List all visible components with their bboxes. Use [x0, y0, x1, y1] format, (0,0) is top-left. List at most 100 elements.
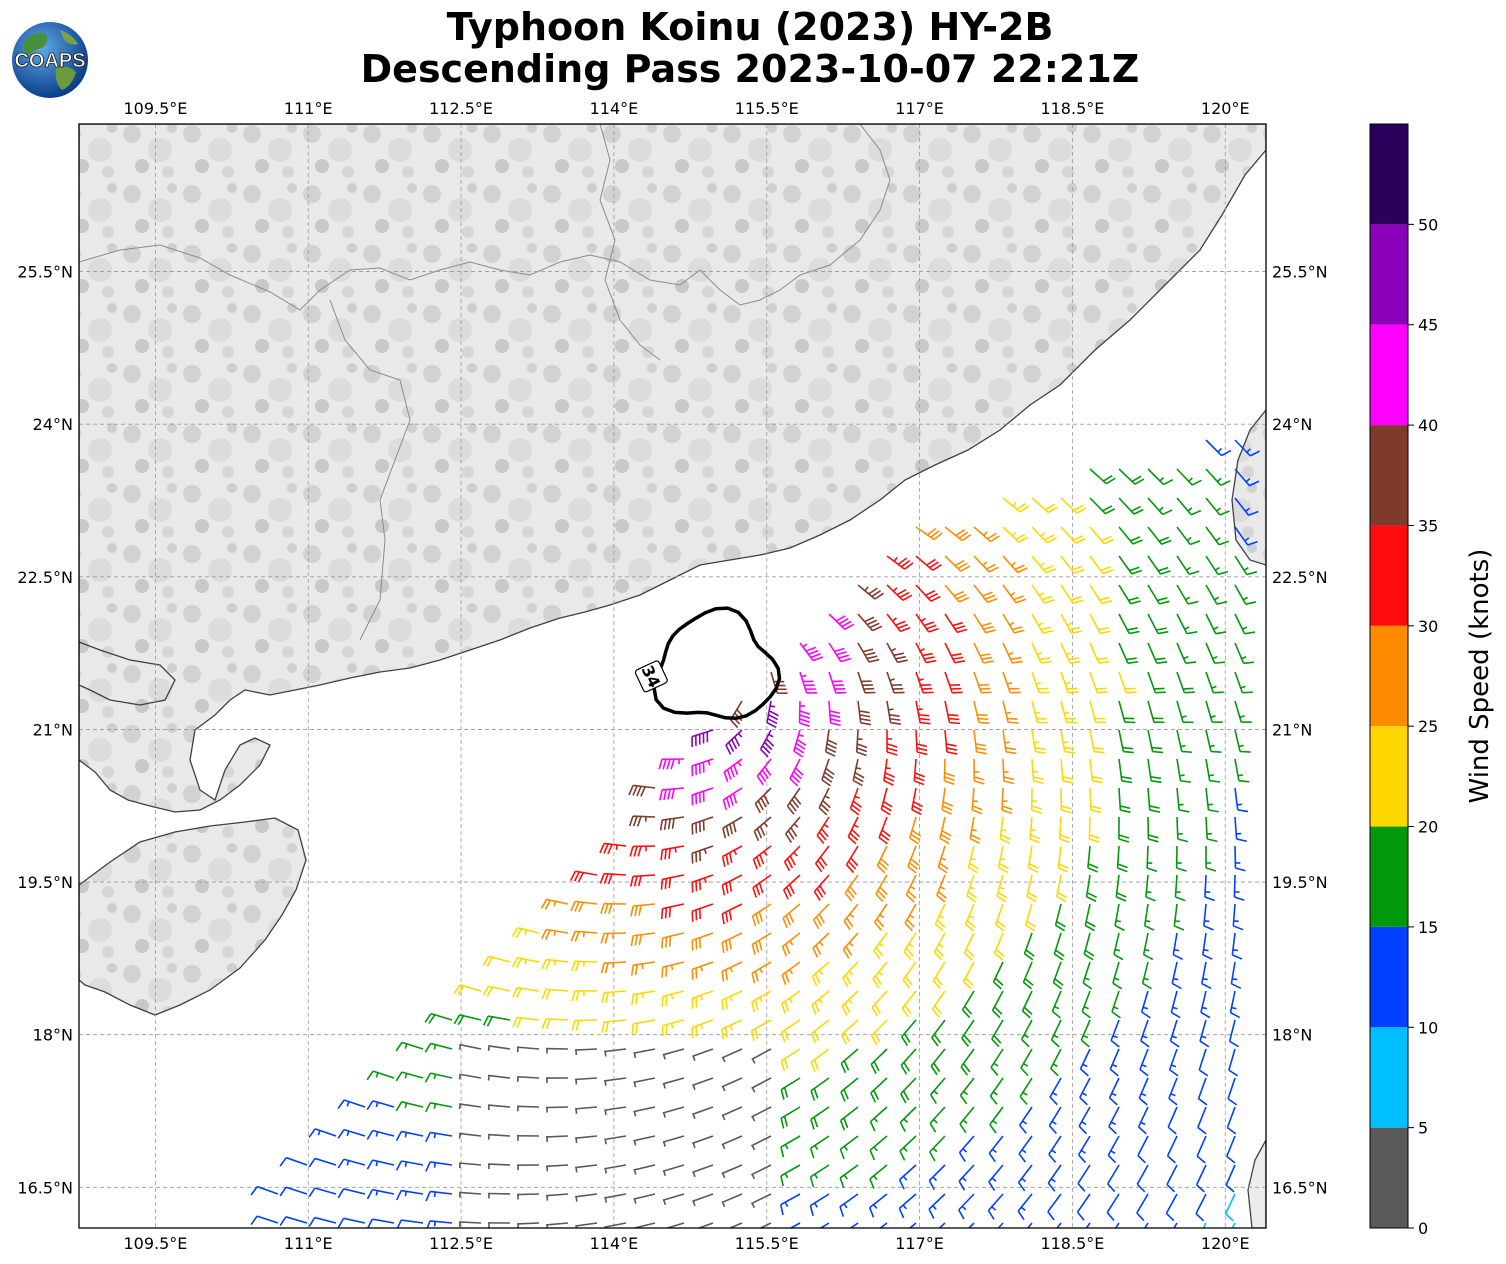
wind-barb-feather [907, 890, 917, 899]
wind-barb-feather [994, 952, 1004, 961]
wind-barb-feather [1001, 809, 1013, 815]
wind-barb-shaft [546, 1193, 569, 1197]
wind-barb-shaft [401, 1219, 424, 1224]
wind-barb [915, 642, 937, 664]
wind-barb-feather [1059, 834, 1071, 840]
wind-barb [424, 1131, 453, 1143]
wind-barb-shaft [1225, 1164, 1236, 1186]
wind-barb-shaft [604, 1164, 627, 1170]
wind-barb-feather [990, 1066, 999, 1076]
wind-barb [664, 1222, 685, 1228]
wind-barb [366, 1188, 395, 1200]
wind-barb-feather [1068, 691, 1079, 694]
wind-barb-half-feather [1140, 1121, 1146, 1126]
wind-barb-half-feather [1187, 507, 1193, 512]
wind-barb-half-feather [849, 913, 855, 918]
wind-barb-feather [780, 1060, 786, 1072]
wind-barb-shaft [1056, 1222, 1062, 1228]
wind-barb [915, 700, 931, 725]
wind-barb-half-feather [751, 1202, 756, 1209]
wind-barb [571, 1019, 598, 1031]
wind-barb [692, 1106, 714, 1120]
wind-barb-feather [794, 767, 804, 776]
wind-barb-half-feather [458, 1074, 462, 1080]
wind-barb-feather [907, 865, 917, 874]
wind-barb-feather [1149, 809, 1161, 813]
wind-barb [936, 874, 947, 903]
wind-barb-half-feather [1144, 948, 1150, 952]
wind-barb-feather [1085, 920, 1096, 928]
wind-barb [793, 729, 807, 758]
wind-barb-half-feather [663, 1141, 666, 1147]
wind-barb-feather [1149, 805, 1160, 809]
wind-barb-feather [337, 1158, 345, 1169]
wind-barb-feather [781, 946, 788, 957]
wind-barb-half-feather [1033, 741, 1040, 744]
lon-tick-label-bottom: 118.5°E [1040, 1234, 1104, 1253]
wind-barb [1176, 787, 1190, 813]
wind-barb [487, 1222, 511, 1228]
wind-barb-shaft [343, 1158, 366, 1166]
wind-barb [754, 787, 772, 814]
wind-barb-feather [993, 1034, 1002, 1044]
wind-barb-feather [482, 985, 490, 996]
wind-barb-half-feather [824, 795, 830, 800]
wind-barb-feather [866, 619, 878, 626]
wind-barb-feather [788, 912, 795, 923]
wind-barb-feather [895, 620, 906, 626]
wind-barb-half-feather [789, 940, 794, 946]
wind-barb [933, 932, 946, 961]
wind-barb [458, 1132, 482, 1139]
wind-barb-feather [821, 779, 831, 787]
wind-barb [973, 526, 1000, 543]
wind-barb-feather [933, 1062, 941, 1073]
wind-barb-shaft [343, 1128, 366, 1137]
wind-barb-feather [900, 559, 911, 568]
wind-barb [1166, 1135, 1178, 1164]
wind-barb-feather [1000, 834, 1011, 840]
wind-barb-half-feather [885, 767, 891, 770]
wind-barb-feather [600, 933, 605, 944]
wind-barb [828, 613, 855, 631]
wind-barb-shaft [401, 1189, 424, 1195]
wind-barb-feather [1107, 1154, 1117, 1164]
wind-barb-feather [599, 873, 605, 884]
wind-barb-feather [634, 964, 638, 976]
wind-barb-feather [603, 873, 609, 884]
wind-barb-feather [1017, 1210, 1025, 1221]
wind-barb-feather [852, 779, 863, 787]
wind-barb-feather [1072, 535, 1083, 542]
wind-barb [604, 1135, 627, 1145]
wind-barb-shaft [1196, 1135, 1207, 1157]
wind-barb-feather [1186, 631, 1198, 635]
wind-barb-feather [1052, 981, 1063, 990]
wind-barb-feather [574, 931, 580, 942]
wind-barb-half-feather [823, 823, 829, 828]
wind-barb-half-feather [933, 1090, 939, 1095]
wind-barb-feather [1133, 508, 1144, 515]
wind-barb [1172, 932, 1183, 961]
wind-barb [692, 1193, 714, 1207]
wind-barb-feather [782, 917, 788, 928]
wind-barb-feather [1089, 834, 1100, 840]
wind-barb-half-feather [917, 708, 923, 711]
wind-barb-half-feather [759, 997, 763, 1003]
wind-barb [1140, 1019, 1150, 1048]
wind-barb-shaft [285, 1156, 308, 1166]
wind-barb-feather [1200, 1011, 1211, 1019]
wind-barb-feather [924, 656, 935, 660]
wind-barb-feather [995, 924, 1005, 932]
wind-barb-feather [658, 759, 663, 770]
wind-barb [337, 1217, 366, 1228]
wind-barb-half-feather [855, 767, 862, 770]
wind-barb-shaft [1171, 961, 1178, 984]
wind-barb-feather [934, 1005, 942, 1015]
wind-barb-shaft [487, 1163, 511, 1166]
wind-barb [660, 903, 685, 920]
wind-barb [869, 1164, 888, 1189]
wind-barb-shaft [1228, 1019, 1236, 1042]
wind-barb-feather [1026, 895, 1037, 903]
wind-barb-feather [1162, 509, 1173, 516]
wind-barb-shaft [1107, 1164, 1120, 1185]
